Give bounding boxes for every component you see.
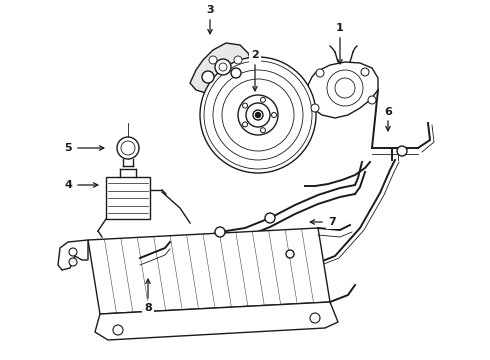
Circle shape	[397, 146, 407, 156]
Circle shape	[117, 137, 139, 159]
Circle shape	[238, 95, 278, 135]
Polygon shape	[190, 43, 253, 93]
Circle shape	[219, 63, 227, 71]
Circle shape	[231, 68, 241, 78]
Circle shape	[202, 71, 214, 83]
Circle shape	[222, 79, 294, 151]
Text: 5: 5	[64, 143, 72, 153]
Polygon shape	[95, 302, 338, 340]
Text: 6: 6	[384, 107, 392, 117]
Circle shape	[368, 96, 376, 104]
Circle shape	[286, 250, 294, 258]
Circle shape	[113, 325, 123, 335]
Circle shape	[327, 70, 363, 106]
Circle shape	[69, 258, 77, 266]
Circle shape	[243, 103, 247, 108]
Circle shape	[316, 69, 324, 77]
Circle shape	[310, 313, 320, 323]
Circle shape	[213, 70, 303, 160]
Circle shape	[215, 59, 231, 75]
Circle shape	[261, 128, 266, 133]
Circle shape	[234, 56, 242, 64]
Circle shape	[200, 57, 316, 173]
Polygon shape	[308, 62, 378, 118]
Circle shape	[121, 141, 135, 155]
Circle shape	[243, 122, 247, 127]
Circle shape	[361, 68, 369, 76]
Text: 3: 3	[206, 5, 214, 15]
Text: 1: 1	[336, 23, 344, 33]
Circle shape	[255, 112, 261, 117]
Circle shape	[271, 112, 276, 117]
Circle shape	[209, 56, 217, 64]
Circle shape	[215, 227, 225, 237]
Circle shape	[69, 248, 77, 256]
Polygon shape	[58, 240, 88, 270]
Circle shape	[246, 103, 270, 127]
Circle shape	[253, 110, 263, 120]
Text: 8: 8	[144, 303, 152, 313]
Text: 4: 4	[64, 180, 72, 190]
Circle shape	[204, 61, 312, 169]
Text: 2: 2	[251, 50, 259, 60]
Circle shape	[261, 97, 266, 102]
Circle shape	[265, 213, 275, 223]
Circle shape	[311, 104, 319, 112]
Bar	[106, 177, 150, 219]
Circle shape	[335, 78, 355, 98]
Polygon shape	[88, 228, 330, 314]
Text: 7: 7	[328, 217, 336, 227]
